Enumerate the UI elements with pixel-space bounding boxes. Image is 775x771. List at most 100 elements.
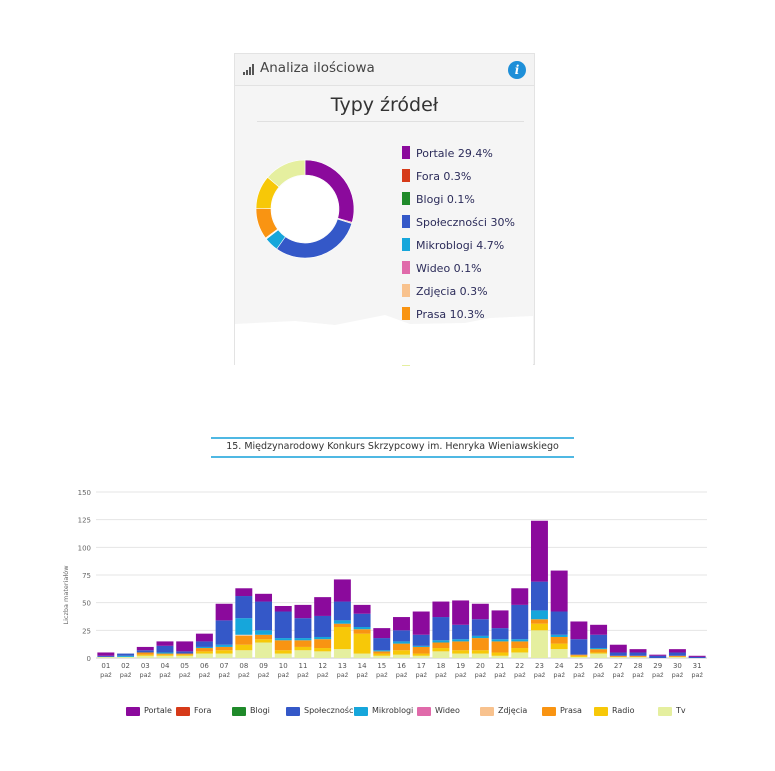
bar-segment-radio[interactable] bbox=[333, 627, 351, 650]
bar-segment-prasa[interactable] bbox=[432, 642, 450, 649]
bar-segment-tv[interactable] bbox=[215, 653, 233, 658]
bar-segment-prasa[interactable] bbox=[511, 641, 529, 649]
bar-segment-mikroblogi[interactable] bbox=[314, 636, 332, 640]
bar-segment-portale[interactable] bbox=[274, 605, 292, 612]
bar-segment-mikroblogi[interactable] bbox=[255, 630, 273, 635]
bar-segment-prasa[interactable] bbox=[412, 646, 430, 654]
bar-segment-prasa[interactable] bbox=[550, 636, 568, 644]
bar-segment-radio[interactable] bbox=[235, 644, 253, 651]
bar-segment-tv[interactable] bbox=[373, 655, 391, 658]
bar-segment-prasa[interactable] bbox=[156, 653, 174, 655]
bar-segment-społeczności[interactable] bbox=[452, 624, 470, 640]
bar-segment-mikroblogi[interactable] bbox=[491, 639, 509, 642]
bar-segment-portale[interactable] bbox=[333, 579, 351, 602]
bar-segment-portale[interactable] bbox=[570, 621, 588, 640]
bar-segment-radio[interactable] bbox=[511, 648, 529, 653]
bar-segment-portale[interactable] bbox=[530, 520, 548, 582]
bar-segment-mikroblogi[interactable] bbox=[432, 640, 450, 643]
bar-segment-portale[interactable] bbox=[649, 654, 667, 656]
bar-segment-tv[interactable] bbox=[530, 630, 548, 658]
bar-segment-tv[interactable] bbox=[235, 650, 253, 658]
bar-segment-tv[interactable] bbox=[195, 653, 213, 658]
bar-segment-mikroblogi[interactable] bbox=[590, 648, 608, 650]
bar-segment-portale[interactable] bbox=[412, 611, 430, 635]
bar-segment-portale[interactable] bbox=[136, 646, 154, 651]
bar-segment-społeczności[interactable] bbox=[314, 615, 332, 637]
bar-segment-społeczności[interactable] bbox=[294, 618, 312, 639]
bar-segment-portale[interactable] bbox=[668, 649, 686, 653]
bar-segment-prasa[interactable] bbox=[590, 649, 608, 653]
bar-segment-portale[interactable] bbox=[353, 604, 371, 614]
bar-segment-prasa[interactable] bbox=[609, 655, 627, 657]
bar-segment-radio[interactable] bbox=[491, 652, 509, 656]
bar-segment-społeczności[interactable] bbox=[629, 652, 647, 656]
bar-segment-prasa[interactable] bbox=[195, 648, 213, 652]
bar-segment-radio[interactable] bbox=[393, 650, 410, 655]
bar-segment-radio[interactable] bbox=[550, 643, 568, 650]
bar-segment-radio[interactable] bbox=[590, 652, 608, 654]
bar-segment-portale[interactable] bbox=[373, 628, 391, 639]
bar-segment-prasa[interactable] bbox=[215, 646, 233, 651]
bar-segment-tv[interactable] bbox=[255, 642, 273, 658]
bar-segment-prasa[interactable] bbox=[274, 640, 292, 651]
bar-segment-mikroblogi[interactable] bbox=[550, 634, 568, 637]
bar-segment-społeczności[interactable] bbox=[255, 601, 273, 631]
bar-segment-społeczności[interactable] bbox=[609, 652, 627, 656]
bar-segment-prasa[interactable] bbox=[136, 652, 154, 655]
bar-segment-mikroblogi[interactable] bbox=[195, 646, 213, 649]
bar-segment-społeczności[interactable] bbox=[570, 639, 588, 655]
bar-segment-prasa[interactable] bbox=[668, 655, 686, 657]
donut-slice-tv[interactable] bbox=[267, 159, 306, 188]
bar-segment-portale[interactable] bbox=[393, 617, 410, 631]
bar-segment-społeczności[interactable] bbox=[195, 641, 213, 647]
bar-segment-tv[interactable] bbox=[274, 653, 292, 658]
bar-segment-społeczności[interactable] bbox=[235, 596, 253, 619]
bar-segment-mikroblogi[interactable] bbox=[274, 638, 292, 641]
bar-segment-tv[interactable] bbox=[353, 653, 371, 658]
bar-segment-prasa[interactable] bbox=[176, 653, 194, 655]
bar-segment-radio[interactable] bbox=[570, 655, 588, 657]
bar-segment-społeczności[interactable] bbox=[491, 628, 509, 640]
bar-segment-portale[interactable] bbox=[176, 641, 194, 652]
bar-segment-społeczności[interactable] bbox=[668, 652, 686, 656]
bar-segment-mikroblogi[interactable] bbox=[412, 645, 430, 647]
bar-segment-tv[interactable] bbox=[432, 651, 450, 658]
bar-segment-portale[interactable] bbox=[255, 593, 273, 602]
bar-segment-prasa[interactable] bbox=[314, 639, 332, 649]
bar-segment-tv[interactable] bbox=[550, 649, 568, 658]
bar-segment-portale[interactable] bbox=[452, 600, 470, 625]
bar-segment-mikroblogi[interactable] bbox=[235, 618, 253, 635]
bar-segment-społeczności[interactable] bbox=[333, 601, 351, 621]
bar-segment-portale[interactable] bbox=[97, 652, 115, 656]
bar-segment-portale[interactable] bbox=[235, 588, 253, 597]
bar-segment-radio[interactable] bbox=[530, 623, 548, 631]
bar-segment-portale[interactable] bbox=[491, 610, 509, 629]
bar-segment-portale[interactable] bbox=[609, 644, 627, 653]
bar-segment-radio[interactable] bbox=[136, 654, 154, 656]
bar-segment-portale[interactable] bbox=[511, 588, 529, 605]
bar-segment-portale[interactable] bbox=[195, 633, 213, 642]
bar-segment-tv[interactable] bbox=[629, 656, 647, 658]
bar-segment-zdjęcia[interactable] bbox=[235, 634, 253, 636]
bar-segment-portale[interactable] bbox=[590, 624, 608, 635]
bar-segment-mikroblogi[interactable] bbox=[452, 639, 470, 642]
bar-segment-radio[interactable] bbox=[432, 648, 450, 652]
bar-segment-radio[interactable] bbox=[294, 646, 312, 651]
bar-segment-radio[interactable] bbox=[156, 654, 174, 656]
bar-segment-społeczności[interactable] bbox=[97, 655, 115, 657]
bar-segment-społeczności[interactable] bbox=[432, 617, 450, 641]
bar-segment-prasa[interactable] bbox=[393, 643, 410, 651]
bar-segment-radio[interactable] bbox=[412, 653, 430, 656]
bar-segment-społeczności[interactable] bbox=[117, 653, 135, 656]
bar-segment-społeczności[interactable] bbox=[511, 604, 529, 640]
bar-segment-radio[interactable] bbox=[274, 650, 292, 654]
bar-segment-tv[interactable] bbox=[590, 653, 608, 658]
bar-segment-prasa[interactable] bbox=[373, 651, 391, 654]
bar-segment-radio[interactable] bbox=[215, 650, 233, 654]
bar-segment-portale[interactable] bbox=[550, 570, 568, 612]
bar-segment-portale[interactable] bbox=[629, 649, 647, 653]
bar-segment-portale[interactable] bbox=[294, 604, 312, 619]
bar-segment-prasa[interactable] bbox=[452, 641, 470, 651]
bar-segment-mikroblogi[interactable] bbox=[393, 641, 410, 644]
bar-segment-prasa[interactable] bbox=[255, 634, 273, 640]
